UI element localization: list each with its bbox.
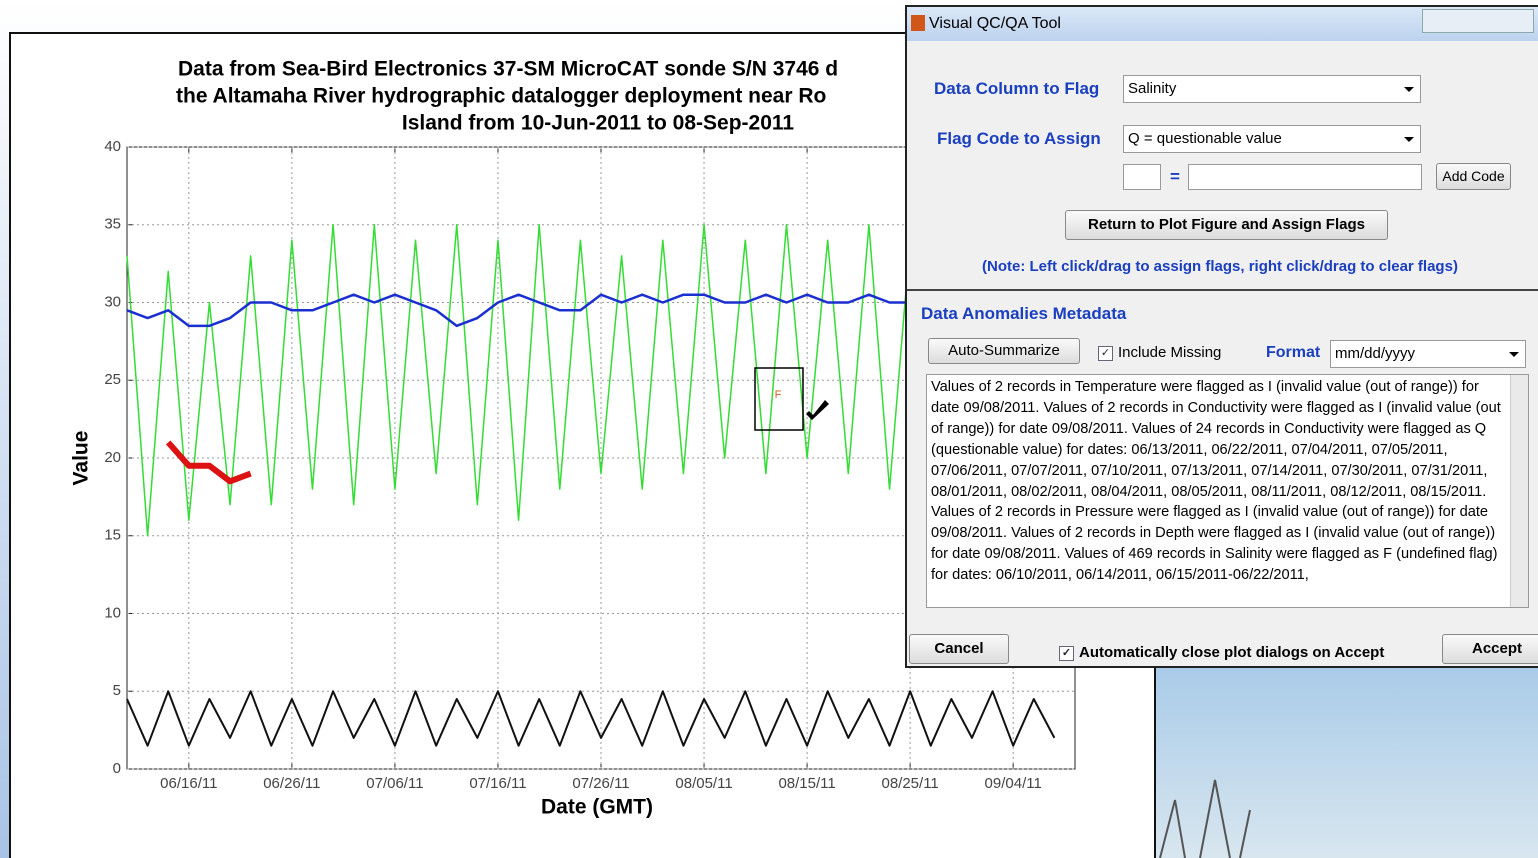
x-tick-label: 07/06/11: [366, 775, 423, 792]
scrollbar[interactable]: [1510, 375, 1528, 607]
button[interactable]: Add Code: [1436, 163, 1511, 190]
text-input[interactable]: [1188, 164, 1422, 190]
dialog-title: Visual QC/QA Tool: [929, 15, 1061, 33]
y-tick-label: 30: [104, 293, 121, 310]
dropdown[interactable]: Salinity: [1123, 75, 1421, 103]
window-controls[interactable]: [1422, 9, 1534, 33]
y-axis-label: Value: [70, 431, 93, 486]
dialog: Visual QC/QA Tool Data Column to Flag Sa…: [905, 5, 1538, 668]
page: Data from Sea-Bird Electronics 37-SM Mic…: [0, 0, 1538, 858]
note: (Note: Left click/drag to assign flags, …: [982, 258, 1458, 275]
label: Flag Code to Assign: [937, 129, 1101, 149]
dropdown[interactable]: Q = questionable value: [1123, 125, 1421, 153]
x-tick-label: 09/04/11: [985, 775, 1042, 792]
section-title: Data Anomalies Metadata: [921, 304, 1126, 324]
button[interactable]: Auto-Summarize: [928, 338, 1080, 364]
checkbox-label: Include Missing: [1118, 344, 1221, 361]
button[interactable]: Cancel: [909, 634, 1009, 664]
y-tick-label: 10: [104, 604, 121, 621]
y-tick-label: 40: [104, 138, 121, 155]
x-tick-label: 07/26/11: [572, 775, 629, 792]
annotation: F: [775, 389, 782, 401]
checkbox[interactable]: ✓Include Missing: [1098, 344, 1221, 361]
text-input[interactable]: [1123, 164, 1161, 190]
metadata-text: Values of 2 records in Temperature were …: [931, 377, 1501, 586]
photo: [1155, 668, 1538, 858]
x-tick-label: 08/15/11: [778, 775, 835, 792]
x-tick-label: 06/16/11: [160, 775, 217, 792]
y-tick-label: 5: [113, 682, 121, 699]
y-tick-label: 25: [104, 371, 121, 388]
label: Format: [1266, 344, 1320, 362]
chart-title: the Altamaha River hydrographic datalogg…: [176, 85, 826, 108]
x-tick-label: 06/26/11: [263, 775, 320, 792]
checkbox[interactable]: ✓Automatically close plot dialogs on Acc…: [1059, 644, 1384, 661]
x-axis-label: Date (GMT): [541, 796, 653, 819]
chart-title: Data from Sea-Bird Electronics 37-SM Mic…: [178, 58, 838, 81]
y-tick-label: 35: [104, 216, 121, 233]
checkbox-label: Automatically close plot dialogs on Acce…: [1079, 644, 1384, 661]
chart-title: Island from 10-Jun-2011 to 08-Sep-2011: [402, 112, 794, 135]
app-icon: [911, 15, 925, 31]
y-tick-label: 15: [104, 527, 121, 544]
y-tick-label: 0: [113, 760, 121, 777]
x-tick-label: 08/25/11: [881, 775, 938, 792]
button[interactable]: Return to Plot Figure and Assign Flags: [1065, 210, 1388, 240]
x-tick-label: 07/16/11: [469, 775, 526, 792]
button[interactable]: Accept: [1442, 634, 1538, 664]
text-area[interactable]: Values of 2 records in Temperature were …: [926, 374, 1529, 608]
label: Data Column to Flag: [934, 79, 1099, 99]
y-tick-label: 20: [104, 449, 121, 466]
x-tick-label: 08/05/11: [675, 775, 732, 792]
divider: [907, 289, 1538, 291]
equals: =: [1170, 167, 1180, 187]
dropdown[interactable]: mm/dd/yyyy: [1330, 340, 1526, 368]
